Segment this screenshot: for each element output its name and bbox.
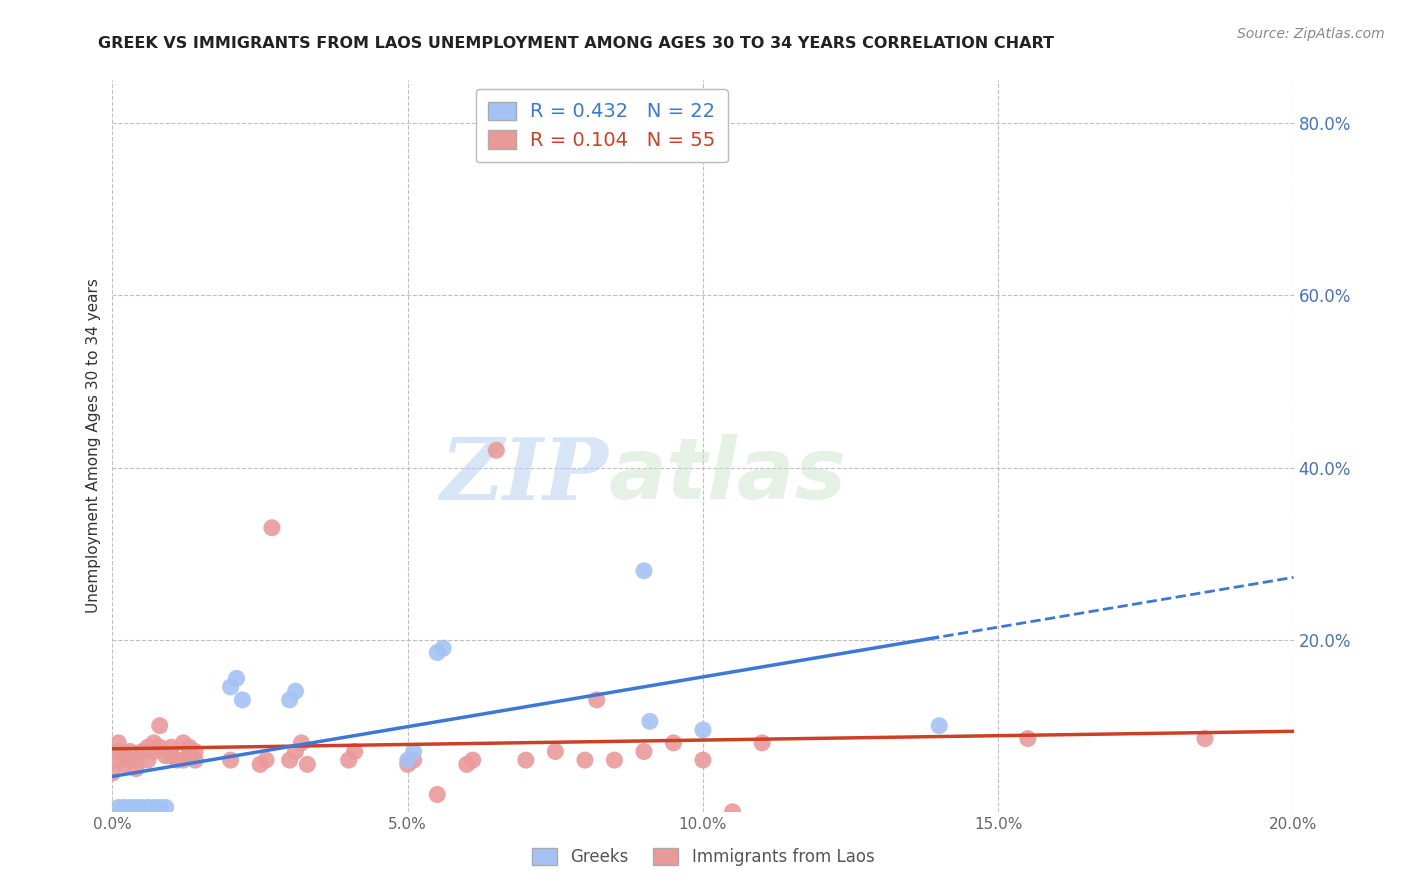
Text: atlas: atlas	[609, 434, 846, 516]
Point	[297, 757, 319, 772]
Point	[231, 693, 253, 707]
Point	[120, 800, 142, 814]
Point	[603, 753, 626, 767]
Point	[396, 753, 419, 767]
Point	[120, 744, 142, 758]
Point	[928, 719, 950, 733]
Point	[142, 800, 165, 814]
Point	[149, 800, 172, 814]
Point	[278, 753, 301, 767]
Point	[136, 740, 159, 755]
Point	[101, 766, 124, 780]
Point	[751, 736, 773, 750]
Y-axis label: Unemployment Among Ages 30 to 34 years: Unemployment Among Ages 30 to 34 years	[86, 278, 101, 614]
Point	[160, 740, 183, 755]
Point	[254, 753, 277, 767]
Point	[166, 753, 188, 767]
Point	[284, 744, 307, 758]
Point	[662, 736, 685, 750]
Point	[131, 800, 153, 814]
Point	[107, 753, 129, 767]
Point	[721, 805, 744, 819]
Point	[260, 521, 283, 535]
Point	[633, 564, 655, 578]
Point	[184, 744, 207, 758]
Point	[692, 723, 714, 737]
Point	[125, 762, 148, 776]
Point	[461, 753, 484, 767]
Point	[426, 788, 449, 802]
Point	[112, 748, 135, 763]
Point	[107, 736, 129, 750]
Text: ZIP: ZIP	[440, 434, 609, 517]
Legend: Greeks, Immigrants from Laos: Greeks, Immigrants from Laos	[524, 841, 882, 873]
Point	[633, 744, 655, 758]
Point	[402, 753, 425, 767]
Point	[284, 684, 307, 698]
Point	[142, 736, 165, 750]
Point	[112, 757, 135, 772]
Point	[585, 693, 607, 707]
Point	[125, 800, 148, 814]
Point	[574, 753, 596, 767]
Point	[456, 757, 478, 772]
Point	[149, 740, 172, 755]
Point	[485, 443, 508, 458]
Point	[225, 671, 247, 685]
Point	[136, 753, 159, 767]
Point	[131, 744, 153, 758]
Point	[343, 744, 366, 758]
Point	[278, 693, 301, 707]
Point	[136, 800, 159, 814]
Text: Source: ZipAtlas.com: Source: ZipAtlas.com	[1237, 27, 1385, 41]
Point	[125, 753, 148, 767]
Point	[337, 753, 360, 767]
Point	[1194, 731, 1216, 746]
Point	[155, 800, 177, 814]
Point	[426, 646, 449, 660]
Point	[290, 736, 312, 750]
Point	[149, 719, 172, 733]
Point	[179, 740, 201, 755]
Point	[179, 748, 201, 763]
Point	[184, 753, 207, 767]
Point	[249, 757, 271, 772]
Point	[515, 753, 537, 767]
Point	[638, 714, 661, 729]
Point	[432, 641, 454, 656]
Point	[219, 753, 242, 767]
Point	[160, 748, 183, 763]
Point	[396, 757, 419, 772]
Point	[107, 744, 129, 758]
Point	[112, 800, 135, 814]
Point	[107, 800, 129, 814]
Point	[155, 748, 177, 763]
Point	[120, 753, 142, 767]
Point	[172, 753, 194, 767]
Point	[172, 736, 194, 750]
Text: GREEK VS IMMIGRANTS FROM LAOS UNEMPLOYMENT AMONG AGES 30 TO 34 YEARS CORRELATION: GREEK VS IMMIGRANTS FROM LAOS UNEMPLOYME…	[98, 36, 1054, 51]
Point	[1017, 731, 1039, 746]
Point	[402, 744, 425, 758]
Point	[544, 744, 567, 758]
Point	[219, 680, 242, 694]
Point	[142, 744, 165, 758]
Point	[692, 753, 714, 767]
